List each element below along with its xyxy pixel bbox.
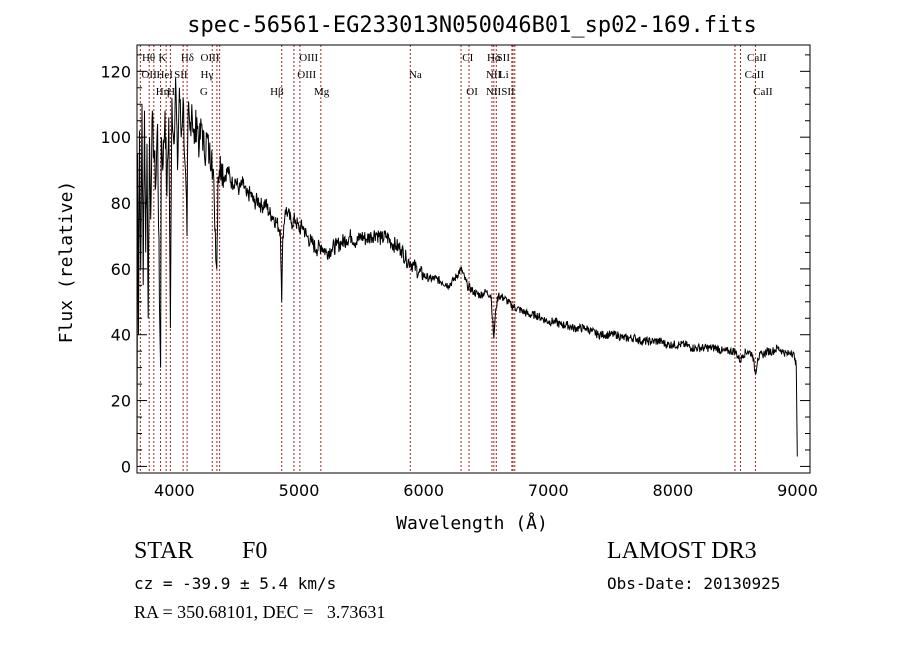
line-label-3: OIII [201, 52, 220, 64]
x-axis: 4000 5000 6000 7000 8000 9000 [154, 481, 818, 500]
x-tick-label: 8000 [653, 481, 694, 500]
line-markers [139, 45, 756, 473]
line-label-14: Na [409, 69, 422, 81]
flux-series-line [136, 77, 798, 467]
line-label-13: OIII [297, 69, 316, 81]
line-label-23: OI [466, 86, 478, 98]
y-tick-label: 80 [111, 194, 131, 213]
line-label-4: OIII [299, 52, 318, 64]
line-label-15: NII [486, 69, 502, 81]
line-label-18: Hη [156, 86, 170, 98]
y-tick-label: 0 [121, 457, 131, 476]
line-label-7: SII [497, 52, 511, 64]
line-label-10: HeI [156, 69, 173, 81]
redshift-velocity: cz = -39.9 ± 5.4 km/s [134, 574, 337, 593]
x-tick-label: 4000 [154, 481, 195, 500]
y-tick-label: 120 [100, 62, 131, 81]
line-label-16: Li [499, 69, 509, 81]
survey-name: LAMOST DR3 [607, 538, 757, 564]
line-label-21: Hβ [270, 86, 284, 98]
line-label-12: Hγ [201, 69, 214, 81]
line-label-11: SII [174, 69, 188, 81]
y-axis-label: Flux (relative) [56, 181, 77, 344]
line-label-5: CI [462, 52, 473, 64]
line-label-17: CaII [745, 69, 765, 81]
x-tick-label: 6000 [403, 481, 444, 500]
line-label-9: OII [141, 69, 157, 81]
object-subclass: F0 [242, 538, 268, 564]
sky-coordinates: RA = 350.68101, DEC = 3.73631 [134, 602, 386, 622]
line-label-2: Hδ [181, 52, 194, 64]
chart-title: spec-56561-EG233013N050046B01_sp02-169.f… [187, 13, 757, 38]
x-tick-label: 5000 [279, 481, 320, 500]
object-class: STAR [134, 538, 194, 564]
y-tick-label: 60 [111, 260, 131, 279]
line-label-6: Hα [487, 52, 501, 64]
observation-date: Obs-Date: 20130925 [607, 574, 781, 593]
x-axis-label: Wavelength (Å) [396, 512, 548, 534]
plot-frame [136, 44, 811, 474]
line-label-20: G [200, 86, 208, 98]
y-axis: 0 20 40 60 80 100 120 [100, 54, 810, 476]
line-label-22: Mg [314, 86, 330, 98]
y-tick-label: 20 [111, 392, 131, 411]
line-label-1: K [158, 52, 166, 64]
line-label-0: Hθ [142, 52, 155, 64]
y-tick-label: 100 [100, 128, 131, 147]
line-label-8: CaII [747, 52, 767, 64]
spectrum-chart: spec-56561-EG233013N050046B01_sp02-169.f… [56, 13, 818, 534]
x-tick-label: 9000 [777, 481, 818, 500]
line-label-25: CaII [753, 86, 773, 98]
x-tick-label: 7000 [528, 481, 569, 500]
line-label-19: H [167, 86, 175, 98]
line-label-24: NIISII [486, 86, 515, 98]
y-tick-label: 40 [111, 326, 131, 345]
